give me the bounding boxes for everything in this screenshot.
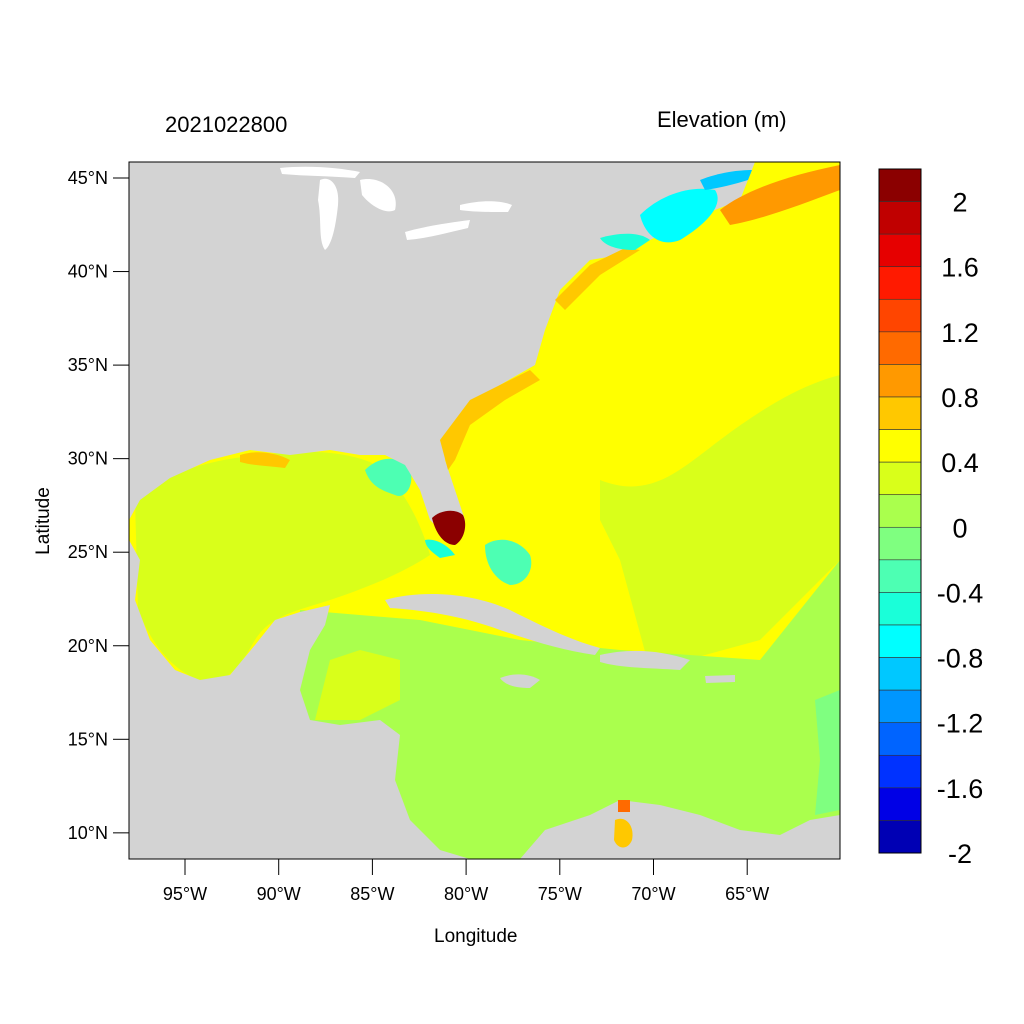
cuba-land [385, 594, 600, 655]
colorbar-swatch [878, 526, 922, 561]
eastern-atlantic-band [600, 375, 840, 670]
lat-tick-label: 15°N [68, 729, 108, 749]
colorbar-swatch [878, 298, 922, 333]
florida-keys-patch [425, 539, 455, 558]
colorbar-label: 0.8 [941, 383, 979, 413]
colorbar-label: 0 [952, 513, 967, 543]
latitude-ticks: 45°N 40°N 35°N 30°N 25°N 20°N 15°N 10°N [68, 168, 129, 843]
colorbar-label: -2 [948, 839, 972, 869]
colorbar-swatch [878, 201, 922, 235]
colorbar-swatch [878, 461, 922, 496]
lon-tick-label: 65°W [725, 884, 769, 904]
lake-ontario [460, 201, 512, 212]
lon-tick-label: 70°W [631, 884, 675, 904]
colorbar-swatch [878, 429, 922, 463]
colorbar-label: 1.2 [941, 318, 979, 348]
colorbar-swatch [878, 559, 922, 593]
bahamas-patch [485, 539, 532, 585]
colorbar [878, 168, 922, 854]
colorbar-swatch [878, 592, 922, 626]
florida-west-patch [365, 458, 412, 496]
colorbar-swatch [878, 689, 922, 724]
colorbar-swatch [878, 754, 922, 789]
lake-erie [405, 220, 470, 240]
gulf-of-mexico [135, 451, 430, 681]
map-frame [128, 161, 841, 860]
date-title: 2021022800 [165, 112, 288, 137]
carolina-coast-band [440, 370, 540, 470]
colorbar-swatch [878, 331, 922, 365]
lat-tick-label: 45°N [68, 168, 108, 188]
colorbar-swatch [878, 624, 922, 658]
lat-tick-label: 10°N [68, 823, 108, 843]
colorbar-swatch [878, 820, 922, 854]
colorbar-label: -1.2 [937, 709, 984, 739]
lon-tick-label: 85°W [350, 884, 394, 904]
mid-atlantic-band [555, 248, 640, 310]
colorbar-swatch [878, 364, 922, 398]
bay-of-fundy-patch [700, 170, 752, 190]
lat-tick-label: 25°N [68, 542, 108, 562]
colorbar-label: 1.6 [941, 253, 979, 283]
lon-tick-label: 90°W [257, 884, 301, 904]
gulf-of-maine-patch [640, 188, 718, 243]
lat-tick-label: 30°N [68, 449, 108, 469]
lon-tick-label: 95°W [163, 884, 207, 904]
colorbar-swatch [878, 722, 922, 756]
x-axis-label: Longitude [434, 926, 518, 947]
venezuela-red-patch [618, 800, 630, 812]
colorbar-swatch [878, 657, 922, 691]
lake-maracaibo-patch [614, 818, 633, 848]
colorbar-swatch [878, 787, 922, 821]
colorbar-label: 2 [952, 188, 967, 218]
colorbar-swatch [878, 494, 922, 528]
lake-michigan [318, 178, 339, 250]
colorbar-swatch [878, 233, 922, 268]
variable-title: Elevation (m) [657, 107, 787, 132]
nova-scotia-band [720, 165, 840, 225]
hispaniola-land [600, 650, 690, 670]
colorbar-label: 0.4 [941, 448, 979, 478]
lon-tick-label: 75°W [538, 884, 582, 904]
colorbar-swatch [878, 266, 922, 300]
lake-superior [280, 166, 360, 178]
colorbar-frame [878, 168, 922, 854]
map-area [129, 162, 840, 859]
mexico-central-america-land [129, 540, 470, 859]
lat-tick-label: 40°N [68, 262, 108, 282]
north-america-land [129, 162, 755, 545]
lat-tick-label: 20°N [68, 636, 108, 656]
colorbar-swatch [878, 168, 922, 202]
colorbar-label: -1.6 [937, 774, 984, 804]
longitude-ticks: 95°W 90°W 85°W 80°W 75°W 70°W 65°W [163, 859, 769, 904]
new-york-bight-patch [600, 233, 650, 250]
yucatan-region [315, 650, 400, 720]
lon-tick-label: 80°W [444, 884, 488, 904]
puerto-rico-land [705, 675, 735, 683]
lat-tick-label: 35°N [68, 355, 108, 375]
lake-huron [360, 179, 396, 212]
colorbar-labels: 2 1.6 1.2 0.8 0.4 0 -0.4 -0.8 -1.2 -1.6 -2 [937, 188, 984, 869]
south-america-land [520, 800, 840, 859]
colorbar-swatch [878, 396, 922, 430]
east-caribbean-edge [815, 690, 840, 815]
louisiana-coast-patch [240, 452, 290, 468]
colorbar-label: -0.4 [937, 578, 984, 608]
colorbar-label: -0.8 [937, 644, 984, 674]
jamaica-land [500, 674, 540, 688]
south-florida-flood [432, 510, 466, 545]
